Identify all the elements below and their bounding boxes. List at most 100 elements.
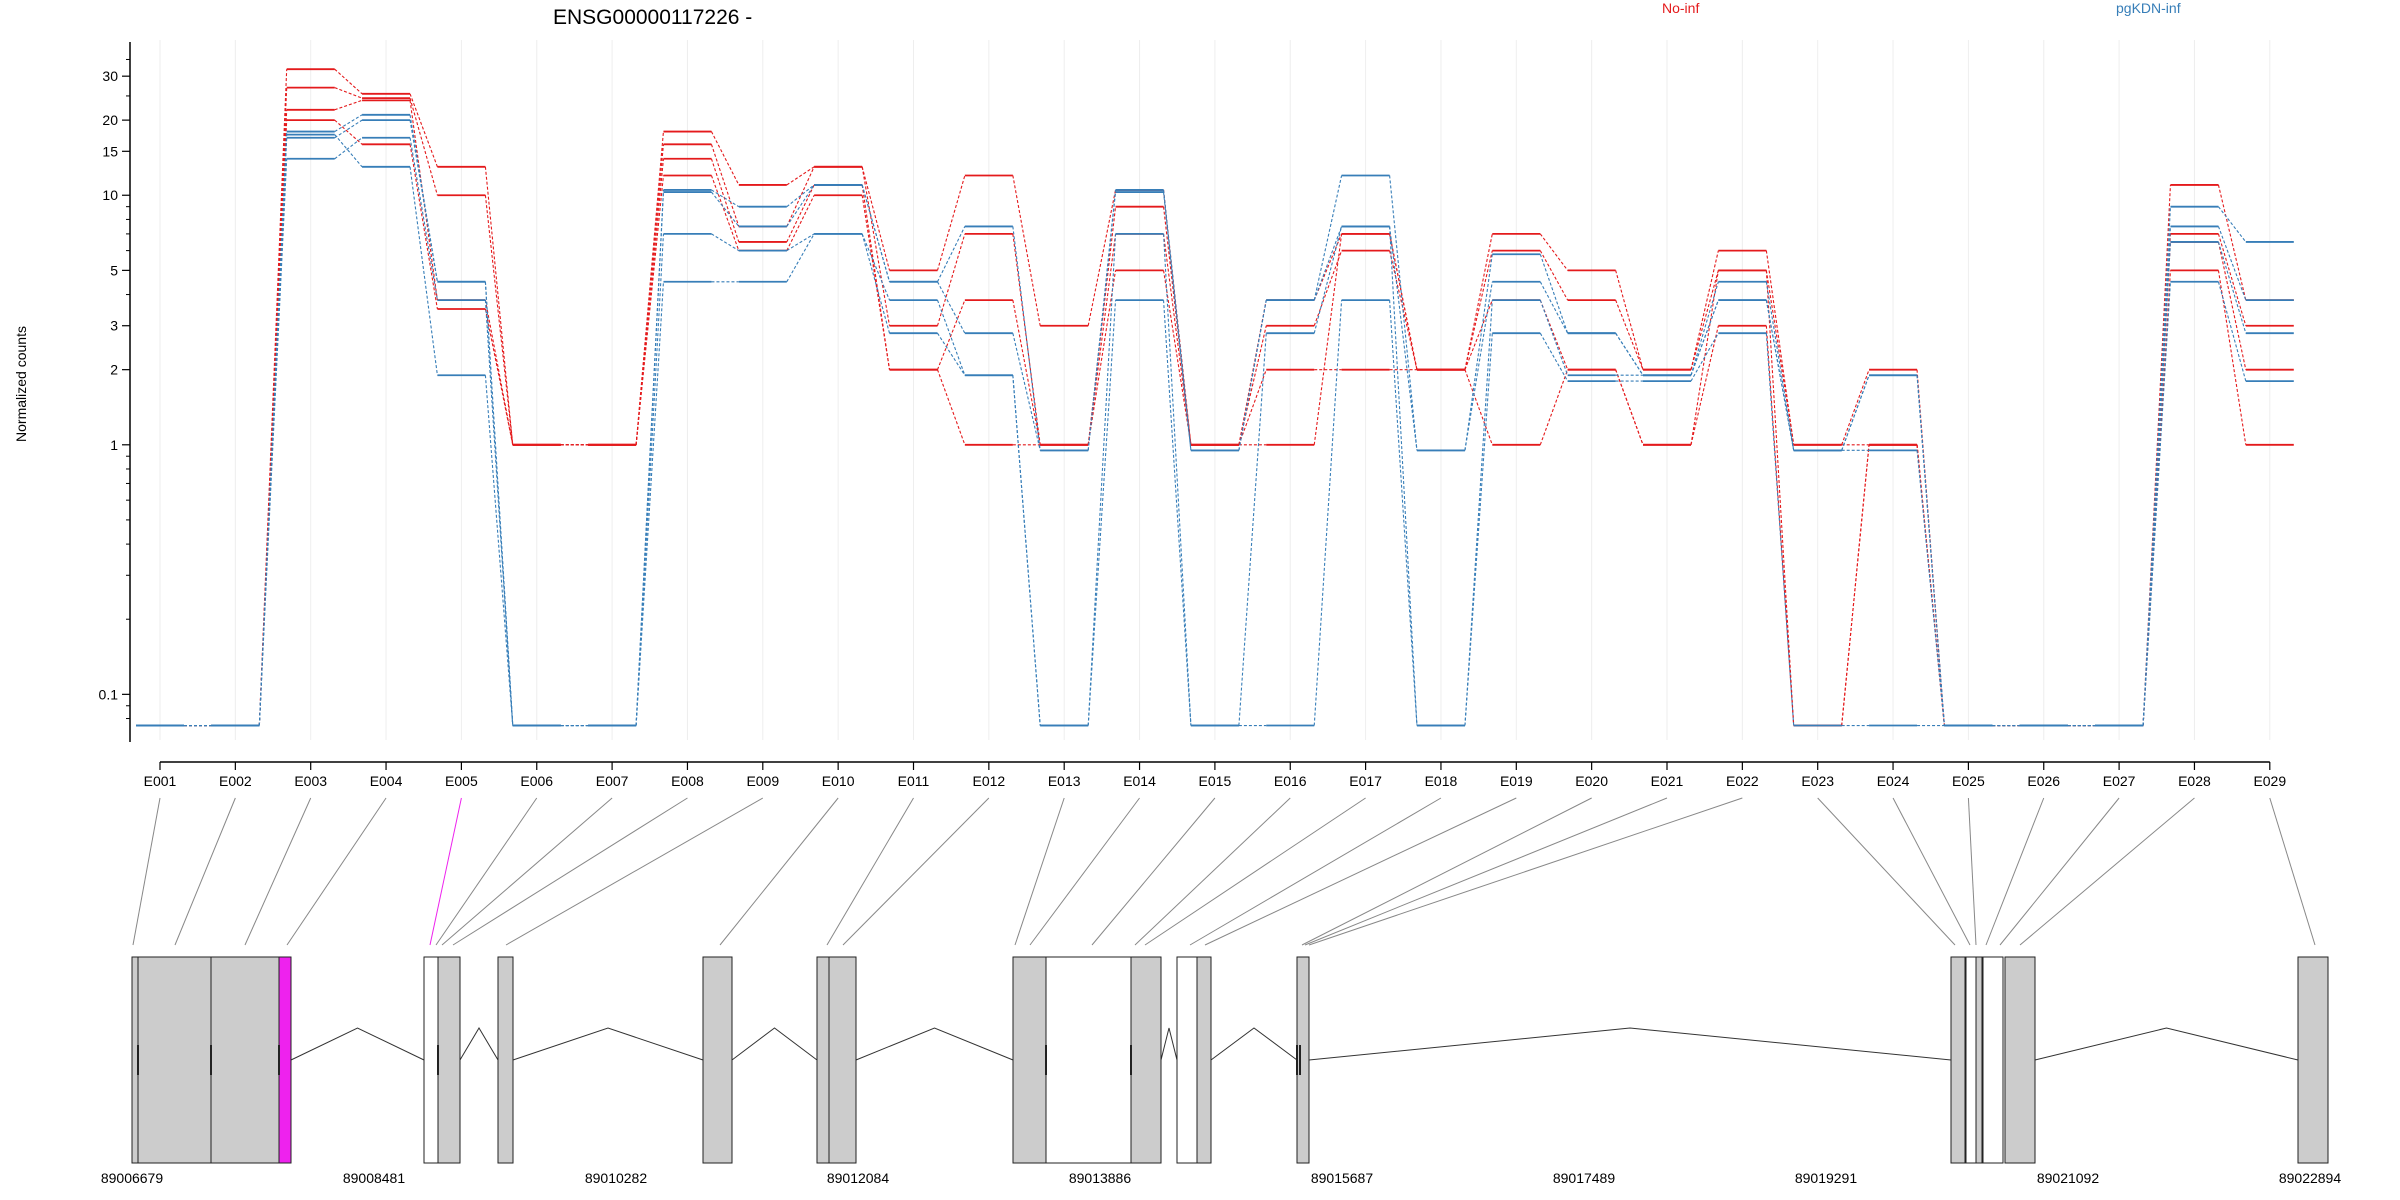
exon-connector-line [1967,797,1977,946]
x-tick-label: E004 [370,773,403,789]
exon-connector-line [2019,797,2195,946]
x-tick-label: E010 [822,773,855,789]
exon-connector-line [1999,797,2120,946]
chart-title: ENSG00000117226 - [553,6,752,29]
y-tick-label: 1 [110,437,118,453]
legend-pgkdn-inf: pgKDN-inf [2116,0,2181,16]
exon-connector-line [244,797,312,946]
series-lines [136,68,2294,727]
data-connector [184,137,2247,727]
genomic-coordinate-label: 89010282 [585,1170,648,1186]
y-tick-label: 5 [110,262,118,278]
exon-connector-line [1134,797,1291,946]
exon-box [2297,956,2329,1164]
genomic-coordinate-label: 89013886 [1069,1170,1132,1186]
x-tick-label: E013 [1048,773,1081,789]
exon-box [497,956,514,1164]
exon-connector-line [1204,797,1517,946]
genomic-coordinate-label: 89012084 [827,1170,890,1186]
exon-box [1975,956,1983,1164]
exon-box [702,956,733,1164]
x-tick-label: E018 [1425,773,1458,789]
exon-connector-line [1301,797,1592,946]
exon-connector-line [286,797,387,946]
exon-box [210,956,280,1164]
genomic-coordinate-label: 89008481 [343,1170,406,1186]
x-tick-label: E024 [1877,773,1910,789]
exon-box [423,956,439,1164]
x-tick-label: E006 [520,773,553,789]
x-tick-label: E025 [1952,773,1985,789]
exon-connector-line [2269,797,2316,946]
genomic-coordinate-label: 89019291 [1795,1170,1858,1186]
exon-box [1130,956,1162,1164]
x-tick-label: E012 [972,773,1005,789]
x-tick-label: E001 [144,773,177,789]
gene-model [131,956,2329,1164]
y-axis: 0.1 1 2 3 5 10 15 20 30 [99,42,131,742]
exon-box [2004,956,2036,1164]
intron-line [2034,1027,2299,1061]
highlighted-exon-box [278,956,292,1164]
genomic-coordinate-label: 89006679 [101,1170,164,1186]
intron-line [855,1027,1014,1061]
x-axis: E001 E002 E003 E004 E005 E006 E007 E008 E009 E010… [144,761,2286,789]
legend-no-inf: No-inf [1662,0,1699,16]
genomic-coordinate-label: 89021092 [2037,1170,2100,1186]
y-tick-label: 3 [110,318,118,334]
data-connector [184,119,2247,727]
exon-box [137,956,212,1164]
x-tick-label: E002 [219,773,252,789]
genomic-coordinate-label: 89022894 [2279,1170,2342,1186]
genomic-coordinate-label: 89015687 [1311,1170,1374,1186]
exon-box [1965,956,1977,1164]
exon-connector-line [1144,797,1366,946]
exon-connector-line [435,797,538,946]
x-tick-label: E011 [898,773,930,789]
x-tick-label: E009 [746,773,779,789]
exon-box [1196,956,1212,1164]
y-tick-label: 15 [102,143,118,159]
y-axis-label: Normalized counts [13,326,29,442]
series-pgkdn-inf [136,133,2294,727]
exon-box [1176,956,1198,1164]
exon-connector-line [505,797,764,946]
intron-line [1160,1027,1178,1061]
exon-box [1982,956,2004,1164]
y-tick-label: 20 [102,112,118,128]
exon-connector-line [452,797,688,946]
intron-line [1210,1027,1298,1061]
genomic-axis: 89006679 89008481 89010282 89012084 89013886… [101,1170,2342,1186]
exon-box [1012,956,1047,1164]
y-tick-label: 10 [102,187,118,203]
x-tick-label: E014 [1123,773,1156,789]
x-tick-label: E027 [2103,773,2136,789]
x-tick-label: E028 [2178,773,2211,789]
exon-connector-line [719,797,839,946]
y-tick-label: 2 [110,362,118,378]
y-tick-label: 0.1 [99,686,119,702]
x-tick-label: E015 [1199,773,1232,789]
exon-connector-line [1189,797,1442,946]
exon-connector-line [842,797,990,946]
genomic-coordinate-label: 89017489 [1553,1170,1616,1186]
intron-line [731,1027,818,1061]
exon-box [828,956,857,1164]
x-tick-label: E026 [2027,773,2060,789]
x-tick-label: E020 [1575,773,1608,789]
x-tick-label: E016 [1274,773,1307,789]
exon-connector-line [441,797,613,946]
y-tick-label: 30 [102,68,118,84]
x-tick-label: E005 [445,773,478,789]
exon-connector-line [1304,797,1668,946]
exon-connector-line [1892,797,1971,946]
exon-box [1045,956,1132,1164]
data-connector [184,68,2247,727]
x-tick-label: E017 [1349,773,1382,789]
data-connector [184,134,2247,727]
exon-box [437,956,461,1164]
exon-connector-line [1029,797,1140,946]
intron-line [459,1027,499,1061]
x-tick-label: E021 [1651,773,1684,789]
